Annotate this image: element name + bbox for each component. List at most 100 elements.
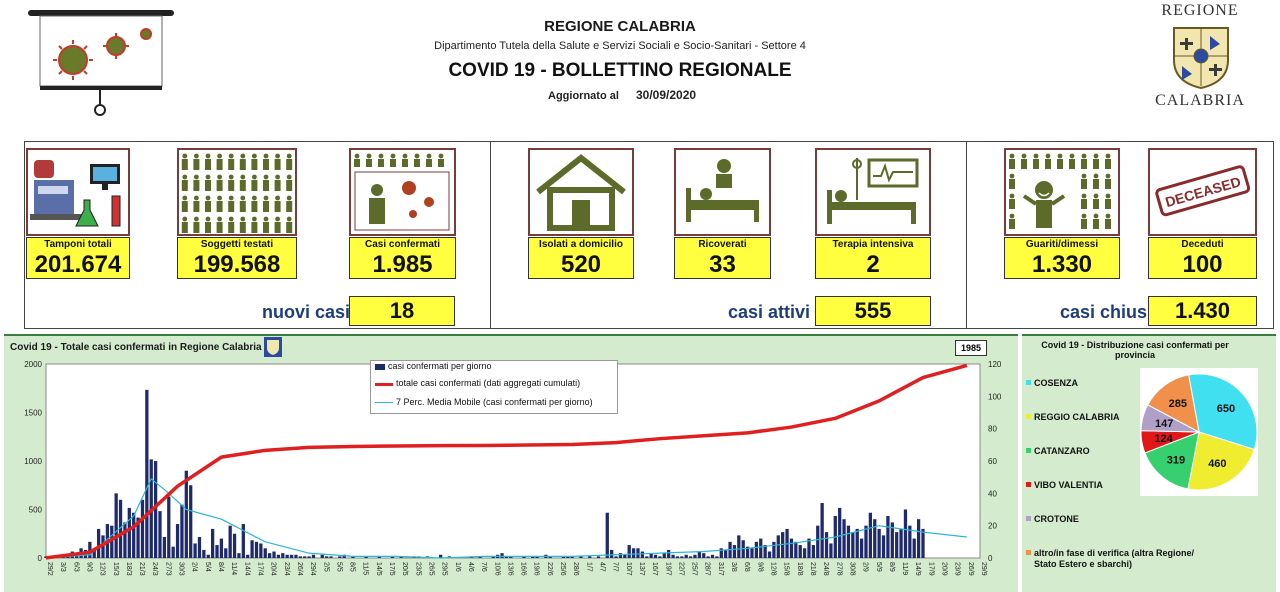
department-subtitle: Dipartimento Tutela della Salute e Servi… [434,40,806,52]
raised-arm [1050,194,1066,206]
person-icon [216,174,223,191]
person-icon [1081,213,1087,229]
daily-bar [390,556,395,558]
daily-bar [210,528,215,558]
daily-bar [167,496,171,558]
y-tick-left: 1500 [24,409,42,418]
header-illustration [28,6,178,120]
x-tick-label: 7/7 [612,562,619,572]
daily-bar [193,543,197,558]
person-icon [286,195,293,212]
daily-bar [667,549,671,558]
person-icon [228,174,235,191]
daily-bar [605,512,609,558]
daily-bar [219,538,224,558]
x-tick-label: 8/5 [349,562,356,572]
pie-legend-swatch [1026,516,1031,521]
daily-bar [570,556,574,558]
region-title: REGIONE CALABRIA [544,18,696,35]
pie-slice-label: 147 [1155,418,1173,430]
person-icon [1009,193,1015,209]
daily-bar [877,528,881,558]
x-tick-label: 24/8 [822,562,829,576]
x-tick-label: 25/6 [559,562,566,576]
person-icon [228,153,235,170]
daily-bar [789,538,794,558]
daily-bar [535,556,539,558]
person-icon [1105,173,1111,189]
daily-bar [294,554,298,558]
guariti-label: Guariti/dimessi [1004,237,1120,252]
y-tick-right: 60 [988,457,997,466]
daily-bar [890,522,894,558]
daily-bar [439,554,443,558]
pie-legend-item: CATANZARO [1034,446,1090,456]
x-tick-label: 14/4 [243,562,250,576]
terapia-value: 2 [815,251,931,279]
virus-icon [402,181,416,195]
person-icon [1009,173,1015,189]
person-icon [286,153,293,170]
daily-bar [881,535,886,558]
daily-bar [241,524,245,558]
daily-bar [640,551,644,558]
daily-bar [158,511,162,558]
daily-bar [303,556,307,558]
pie-slice [1144,431,1200,490]
daily-bar [645,556,649,558]
x-tick-label: 10/6 [493,562,500,576]
daily-bar [509,556,513,558]
daily-bar [246,554,250,558]
casi-attivi-label: casi attivi [728,302,811,322]
x-tick-label: 19/7 [664,562,671,576]
x-tick-label: 12/8 [770,562,777,576]
deceduti-label: Deceduti [1148,237,1257,252]
y-tick-right: 40 [988,489,997,498]
daily-bar [820,503,824,558]
person-icon [193,153,200,170]
daily-bar [903,509,908,558]
person-icon [181,174,188,191]
ricoverati-value: 33 [674,251,771,279]
person-icon [263,153,269,170]
person-icon [1105,213,1111,229]
person-icon [181,195,188,212]
daily-bar [96,528,101,558]
main-chart-title: Covid 19 - Totale casi confermati in Reg… [10,342,262,353]
daily-bar [140,499,145,558]
person-icon [274,216,281,233]
daily-bar [285,554,289,558]
person-icon [1057,153,1063,169]
x-tick-label: 15/3 [112,562,119,576]
x-tick-label: 22/7 [677,562,684,576]
legend-mm-swatch [375,402,393,403]
person-icon [1093,153,1099,169]
lab-equipment-icon [26,148,130,236]
moving-average-line [45,478,967,559]
x-tick-label: 1/7 [585,562,592,572]
daily-bar [842,519,846,558]
person-icon [239,216,246,233]
x-tick-label: 10/7 [625,562,632,576]
daily-bar [263,548,267,558]
x-tick-label: 21/8 [809,562,816,576]
x-tick-label: 20/4 [270,562,277,576]
x-tick-label: 9/3 [85,562,92,572]
x-tick-label: 18/3 [125,562,132,576]
casi-chiusi-value: 1.430 [1148,296,1257,326]
x-tick-label: 1/6 [454,562,461,572]
daily-bar [180,504,184,558]
daily-bar [329,556,333,558]
x-tick-label: 3/8 [730,562,737,572]
daily-bar [289,554,294,558]
person-icon [251,195,258,212]
x-tick-label: 11/5 [362,562,369,575]
x-tick-label: 5/4 [204,562,211,572]
x-tick-label: 17/9 [927,562,934,576]
person-icon [181,153,188,170]
pie-slice-label: 650 [1217,403,1235,415]
x-tick-label: 4/7 [599,562,606,572]
y-tick-left: 2000 [24,360,42,369]
tamponi-label: Tamponi totali [26,237,130,252]
pie-slice-label: 319 [1167,455,1185,467]
